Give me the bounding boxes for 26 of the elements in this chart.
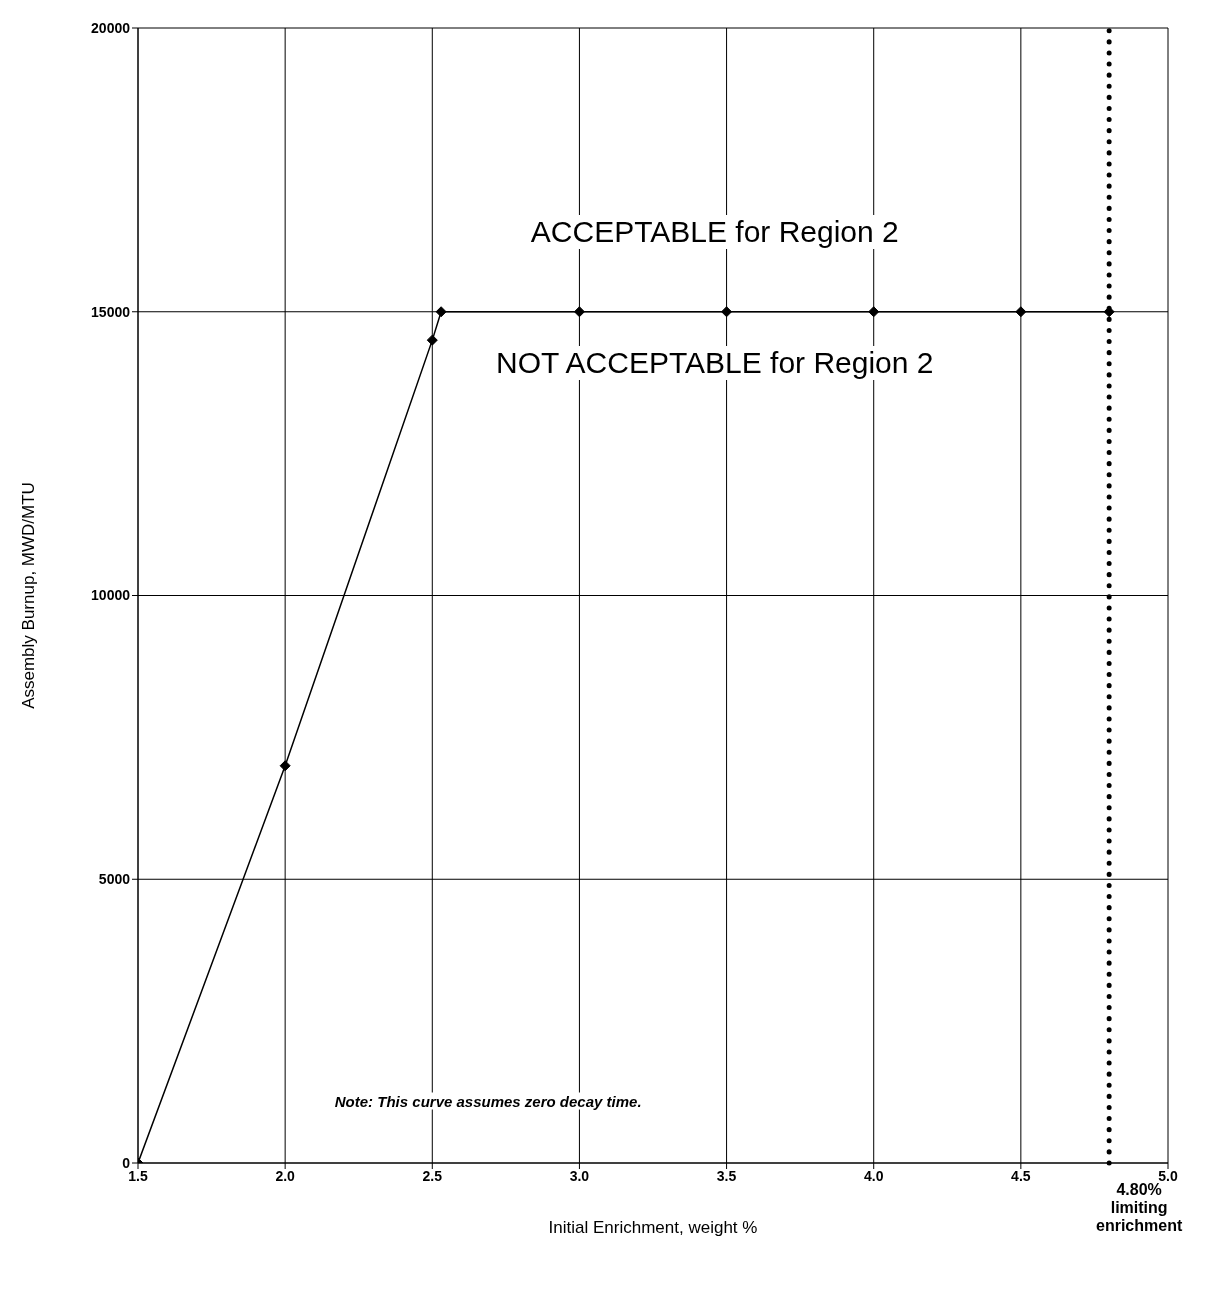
x-tick-label: 4.0 xyxy=(863,1167,884,1184)
x-tick-label: 1.5 xyxy=(128,1167,148,1184)
point xyxy=(435,306,447,318)
y-tick-label: 20000 xyxy=(91,19,131,36)
x-axis-title: Initial Enrichment, weight % xyxy=(548,1218,758,1237)
x-tick-label: 2.0 xyxy=(275,1167,296,1184)
point xyxy=(1015,306,1027,318)
y-axis-title: Assembly Burnup, MWD/MTU xyxy=(19,482,39,709)
annotation: Note: This curve assumes zero decay time. xyxy=(332,1092,644,1110)
point xyxy=(721,306,733,318)
x-tick-label: 3.0 xyxy=(569,1167,590,1184)
y-tick-label: 15000 xyxy=(91,303,131,320)
point xyxy=(279,760,291,772)
point xyxy=(868,306,880,318)
point xyxy=(573,306,585,318)
annotation: ACCEPTABLE for Region 2 xyxy=(528,215,901,250)
x-tick-label: 3.5 xyxy=(716,1167,737,1184)
ref-line-label: 4.80% limiting enrichment xyxy=(1096,1181,1183,1234)
x-tick-label: 2.5 xyxy=(422,1167,443,1184)
x-tick-label: 4.5 xyxy=(1011,1167,1031,1184)
y-tick-label: 0 xyxy=(122,1154,131,1171)
y-tick-label: 10000 xyxy=(91,587,131,604)
annotation: NOT ACCEPTABLE for Region 2 xyxy=(494,345,936,380)
point xyxy=(426,334,438,346)
x-tick-label: 5.0 xyxy=(1158,1167,1178,1184)
y-tick-label: 5000 xyxy=(98,871,131,888)
